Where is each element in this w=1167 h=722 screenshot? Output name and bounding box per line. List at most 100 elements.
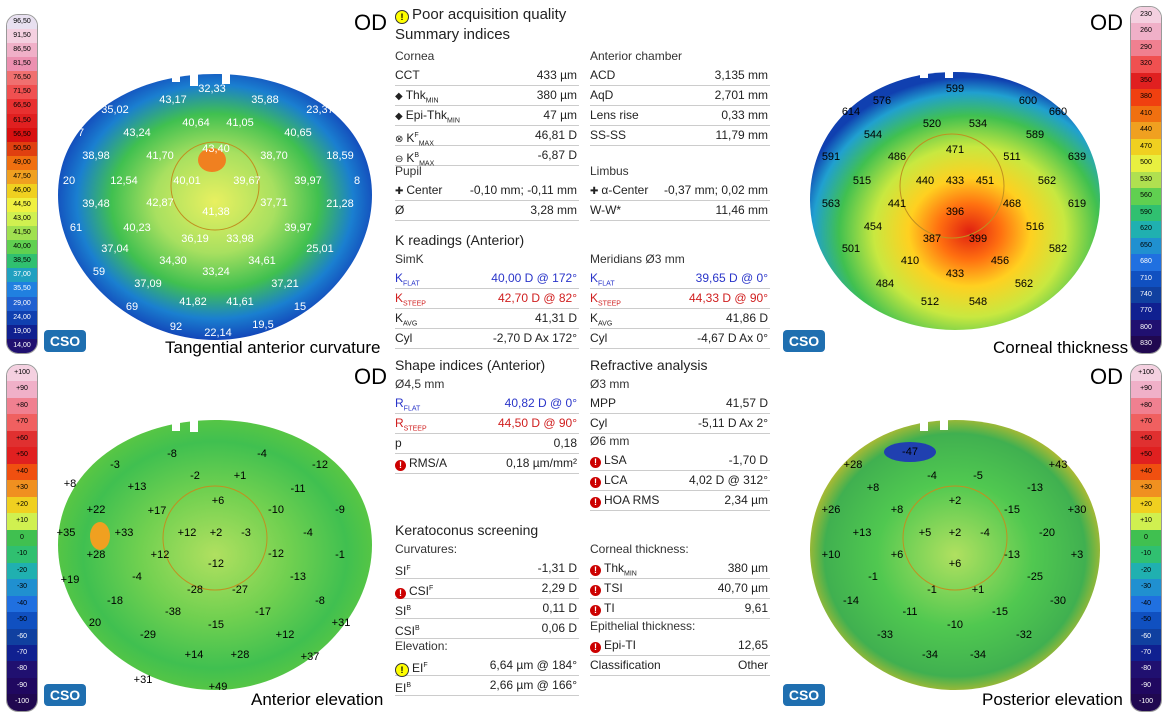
k-readings-title: K readings (Anterior) [395, 232, 525, 248]
map-value: -34 [970, 649, 986, 661]
row-label: ◆ Epi-ThkMIN [395, 108, 460, 125]
row-label: KSTEEP [590, 291, 621, 308]
map-value: +19 [61, 574, 80, 586]
data-row: ! TI 9,61 [590, 599, 770, 619]
map-value: 37,09 [134, 278, 162, 290]
keratoconus-title: Keratoconus screening [395, 522, 539, 538]
map-value: +28 [231, 649, 250, 661]
row-value: 0,33 mm [721, 108, 768, 122]
map-value: 614 [842, 106, 860, 118]
map-value: 35,02 [101, 104, 129, 116]
posterior-elevation-color-scale: +100 +90 +80 +70 +60 +50 +40 +30 +20 +10 0 -10 -20 -3… [1130, 364, 1162, 712]
scale-step: 35,50 [7, 282, 37, 297]
map-value: 41,05 [226, 117, 254, 129]
scale-step: 96,50 [7, 15, 37, 30]
scale-step: 91,50 [7, 29, 37, 44]
row-value: 0,18 µm/mm² [506, 456, 577, 470]
scale-step: 24,00 [7, 310, 37, 325]
map-value: -17 [255, 606, 271, 618]
map-value: 34,61 [248, 255, 276, 267]
map-value: 591 [822, 151, 840, 163]
data-row: Cyl -4,67 D Ax 0° [590, 329, 770, 349]
scale-step: -10 [7, 546, 37, 563]
map-value: -5 [973, 470, 983, 482]
row-label: Cyl [590, 331, 608, 345]
section-header: Ø6 mm [590, 434, 630, 448]
map-value: 39,97 [294, 175, 322, 187]
map-value: -1 [335, 549, 345, 561]
row-label: Lens rise [590, 108, 639, 122]
map-value: -14 [843, 595, 859, 607]
data-row: Cyl -5,11 D Ax 2° [590, 414, 770, 434]
data-row: MPP 41,57 D [590, 394, 770, 414]
scale-step: 50,50 [7, 141, 37, 156]
data-row: ✚ Center -0,10 mm; -0,11 mm [395, 181, 579, 201]
scale-step: +20 [1131, 496, 1161, 514]
row-value: 6,64 µm @ 184° [489, 658, 577, 672]
warning-icon: ! [590, 497, 601, 508]
tangential-color-scale: 96,50 91,50 86,50 81,50 76,50 71,50 66,50 61,50… [6, 14, 38, 354]
map-value: -38 [165, 606, 181, 618]
scale-step: 37,00 [7, 268, 37, 283]
corneal-thickness-map[interactable]: 576 599 600 614 660 544 520 534 589 591 486 471 511 6… [800, 52, 1130, 350]
map-value: +2 [949, 527, 962, 539]
scale-step: +90 [7, 381, 37, 398]
thickness-map-label: Corneal thickness [993, 338, 1129, 357]
map-value: -47 [902, 446, 918, 458]
map-value: 33,24 [202, 266, 230, 278]
posterior-elevation-map[interactable]: -47 -4 -5 +28 +43 +8 -13 +26 +8 +2 -15 +30 +13 +5 +2 -4… [800, 405, 1130, 695]
scale-step: 0 [1131, 529, 1161, 547]
map-value: 39,97 [284, 222, 312, 234]
map-value: -20 [1039, 527, 1055, 539]
scale-step: -100 [1131, 694, 1161, 711]
map-value: -4 [257, 448, 267, 460]
map-value: 399 [969, 233, 987, 245]
section-header: Meridians Ø3 mm [590, 252, 685, 266]
map-value: 433 [946, 175, 964, 187]
map-value: +49 [209, 681, 228, 693]
row-label: CCT [395, 68, 420, 82]
map-value: -15 [1004, 504, 1020, 516]
map-value: +12 [276, 629, 295, 641]
map-value: +6 [949, 558, 962, 570]
map-value: +3 [1071, 549, 1084, 561]
scale-step: +10 [1131, 513, 1161, 530]
map-value: 61 [70, 222, 82, 234]
map-value: -4 [927, 470, 937, 482]
warning-icon: ! [590, 642, 601, 653]
row-label: ! RMS/A [395, 454, 447, 473]
data-row: ! Epi-TI 12,65 [590, 636, 770, 656]
map-value: 39,67 [233, 175, 261, 187]
warning-icon: ! [590, 585, 601, 596]
map-value: 441 [888, 198, 906, 210]
anterior-elevation-map[interactable]: -8 -4 -3 -12 +1 +8 +13 -2 -11 +6 +22 +17 -10 -9 +35 +33… [40, 405, 390, 695]
section-header: Ø3 mm [590, 377, 630, 391]
row-value: 2,66 µm @ 166° [489, 678, 577, 692]
row-label: AqD [590, 88, 614, 102]
map-value: 43,17 [159, 94, 187, 106]
data-row: SIB 0,11 D [395, 599, 579, 619]
row-label: ! LCA [590, 471, 627, 490]
map-value: 8 [354, 127, 360, 139]
map-value: 18,59 [326, 150, 354, 162]
row-label: ⊗ KFMAX [395, 131, 434, 148]
map-value: +1 [972, 584, 985, 596]
map-value: -12 [312, 459, 328, 471]
map-value: 534 [969, 118, 987, 130]
scale-step: -30 [1131, 579, 1161, 596]
map-value: +28 [87, 549, 106, 561]
data-row: Classification Other [590, 656, 770, 676]
tangential-curvature-map[interactable]: 43,17 32,33 35,88 35,02 23,37 77 43,24 40,64 41,… [40, 60, 390, 350]
summary-panel: ! Poor acquisition quality Summary indice… [395, 0, 777, 722]
scale-step: 76,50 [7, 71, 37, 86]
map-value: 440 [916, 175, 934, 187]
data-row: ⊗ KFMAX 46,81 D [395, 126, 579, 147]
row-label: ◆ ThkMIN [395, 88, 439, 105]
scale-step: 830 [1131, 336, 1161, 353]
cso-logo: CSO [44, 330, 86, 352]
scale-step: +80 [1131, 397, 1161, 415]
map-value: -34 [922, 649, 938, 661]
row-label: p [395, 436, 402, 450]
map-value: 15 [294, 301, 306, 313]
map-value: +14 [185, 649, 204, 661]
